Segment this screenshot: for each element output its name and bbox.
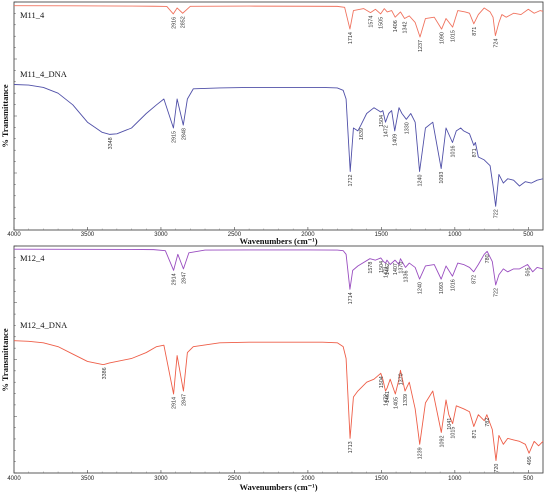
series-line-2 [13,340,544,462]
peak-annotation: 1505 [379,17,385,29]
x-tick-label: 3000 [154,476,168,482]
x-tick-label: 4000 [7,232,21,238]
peak-annotation: 1016 [450,146,456,158]
peak-annotation: 1240 [418,282,424,294]
peak-annotation: 871 [472,27,478,36]
peak-annotation: 1370 [398,262,404,274]
series-label: M11_4_DNA [20,69,68,79]
peak-annotation: 1407 [393,263,399,275]
peak-annotation: 1462 [385,263,391,275]
x-tick-label: 1000 [448,232,462,238]
series-label: M11_4 [20,10,45,20]
x-tick-label: 500 [523,232,534,238]
x-tick-label: 500 [523,476,534,482]
peak-annotation: 1405 [393,397,399,409]
series-line-1 [13,5,544,38]
peak-annotation: 722 [494,209,500,218]
peak-annotation: 1090 [440,32,446,44]
peak-annotation: 1639 [359,128,365,140]
y-axis-label: % Transmittance [0,84,10,147]
x-tick-label: 1500 [375,476,389,482]
series-label: M12_4 [20,253,45,263]
peak-annotation: 505 [526,268,532,277]
chart-panel-2: 4000 3500 3000 2500 2000 1500 1000 500 Wavenumbe… [0,245,544,492]
peak-annotation: 2852 [181,16,187,28]
peak-annotation: 871 [472,430,478,439]
peak-annotation: 1239 [418,447,424,459]
peak-annotation: 1578 [368,262,374,274]
peak-annotation: 1409 [393,134,399,146]
peak-annotation: 1472 [383,125,389,137]
peak-annotation: 1504 [379,261,385,273]
peak-annotation: 1574 [368,16,374,28]
peak-annotation: 1714 [348,292,354,304]
peak-annotation: 1092 [439,435,445,447]
peak-annotation: 1461 [385,391,391,403]
peak-annotation: 2914 [172,397,178,409]
y-axis-label: % Transmittance [0,328,10,391]
peak-annotation: 1237 [418,40,424,52]
peak-annotation: 1339 [403,394,409,406]
peak-annotation: 2847 [181,394,187,406]
x-tick-label: 3000 [154,232,168,238]
peak-annotation: 1093 [439,282,445,294]
peak-annotation: 1015 [451,30,457,42]
peak-annotation: 1472 [383,394,389,406]
peak-annotation: 724 [493,39,499,48]
x-tick-label: 2000 [301,476,315,482]
peak-annotation: 1504 [379,376,385,388]
series-label: M12_4_DNA [20,320,68,330]
peak-annotation: 872 [472,275,478,284]
peak-annotation: 2848 [181,128,187,140]
x-tick-label: 2500 [228,232,242,238]
peak-annotation: 2914 [172,273,178,285]
peak-annotation: 1015 [451,427,457,439]
x-tick-label: 3500 [81,476,95,482]
x-tick-label: 1500 [375,232,389,238]
series-line-1 [13,248,544,290]
x-tick-label: 1000 [448,476,462,482]
peak-annotation: 1041 [447,418,453,430]
peak-annotation: 722 [494,288,500,297]
peak-annotation: 1240 [418,175,424,187]
peak-annotation: 2916 [171,17,177,29]
series-line-2 [13,84,544,207]
x-tick-label: 2000 [301,232,315,238]
peak-annotation: 3348 [108,137,114,149]
peak-annotation: 1370 [398,373,404,385]
peak-annotation: 1336 [403,270,409,282]
peak-annotation: 1093 [439,172,445,184]
x-tick-label: 3500 [81,232,95,238]
peak-annotation: 780 [485,254,491,263]
peak-annotation: 1330 [404,122,410,134]
x-axis-label: Wavenumbers (cm⁻¹) [239,482,317,492]
peak-annotation: 2915 [171,131,177,143]
peak-annotation: 3386 [102,367,108,379]
peak-annotation: 1471 [384,266,390,278]
peak-annotation: 495 [527,456,533,465]
peak-annotation: 782 [485,418,491,427]
peak-annotation: 1504 [379,115,385,127]
peak-annotation: 2847 [181,272,187,284]
peak-annotation: 1712 [348,175,354,187]
peak-annotation: 1714 [348,32,354,44]
x-tick-label: 4000 [7,476,21,482]
peak-annotation: 1016 [450,279,456,291]
peak-annotation: 720 [494,464,500,473]
peak-annotation: 1713 [348,441,354,453]
x-tick-label: 2500 [228,476,242,482]
peak-annotation: 1342 [403,22,409,34]
peak-annotation: 1406 [393,20,399,32]
x-axis-label: Wavenumbers (cm⁻¹) [239,236,317,246]
peak-annotation: 871 [472,148,478,157]
chart-panel-1: 4000 3500 3000 2500 2000 1500 1000 500 Wavenumbe… [0,1,544,246]
